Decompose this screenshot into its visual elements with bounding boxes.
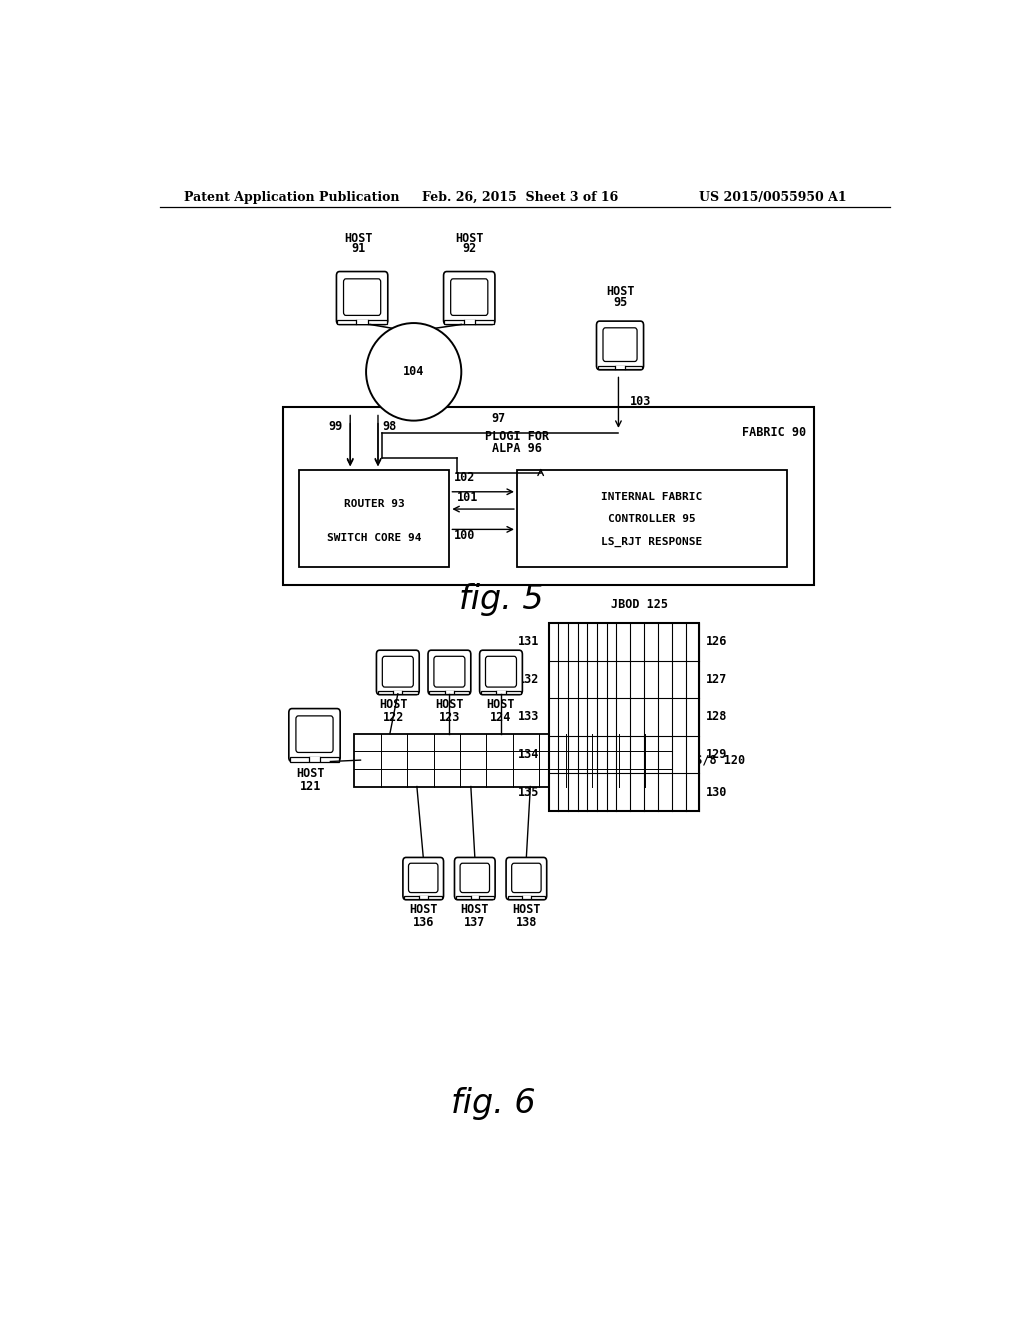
FancyBboxPatch shape [402,858,443,900]
Text: SWITCH CORE 94: SWITCH CORE 94 [327,533,421,543]
Text: 99: 99 [329,420,343,433]
Bar [464,321,475,323]
FancyBboxPatch shape [512,863,541,892]
Text: 97: 97 [492,412,505,425]
Text: 133: 133 [518,710,539,723]
Text: ROUTER 93: ROUTER 93 [344,499,404,510]
Bar [283,408,814,585]
Text: 121: 121 [300,780,322,793]
FancyBboxPatch shape [443,272,495,325]
Text: LS_RJT RESPONSE: LS_RJT RESPONSE [601,537,702,546]
Bar [444,690,454,693]
Bar [481,690,521,694]
Text: 131: 131 [518,635,539,648]
Text: 134: 134 [518,748,539,762]
Text: 126: 126 [706,635,727,648]
Bar [290,758,339,762]
Text: US 2015/0055950 A1: US 2015/0055950 A1 [699,190,847,203]
FancyBboxPatch shape [479,651,522,694]
Text: JBOD 125: JBOD 125 [611,598,669,611]
FancyBboxPatch shape [434,656,465,688]
Text: 91: 91 [351,242,366,255]
Bar [598,366,642,370]
FancyBboxPatch shape [337,272,388,325]
Text: 124: 124 [490,711,512,725]
Text: 132: 132 [518,673,539,686]
Bar [517,470,786,568]
Text: HOST: HOST [409,903,437,916]
Text: HOST: HOST [486,698,515,711]
Text: INTERNAL FABRIC: INTERNAL FABRIC [601,492,702,503]
FancyBboxPatch shape [506,858,547,900]
FancyBboxPatch shape [485,656,516,688]
Bar [419,896,427,899]
Bar [404,896,442,899]
Text: 127: 127 [706,673,727,686]
FancyBboxPatch shape [597,321,643,370]
Text: 101: 101 [458,491,478,504]
Text: ALPA 96: ALPA 96 [492,442,542,454]
Text: HOST: HOST [344,232,373,244]
Text: HOST: HOST [455,232,483,244]
Bar [299,470,450,568]
Bar [522,896,530,899]
Text: HOST: HOST [435,698,464,711]
Text: 95: 95 [613,296,627,309]
Bar [356,321,368,323]
Ellipse shape [367,323,461,421]
Bar [354,734,672,787]
Text: fig. 5: fig. 5 [459,583,544,616]
Text: PLOGI FOR: PLOGI FOR [484,430,549,444]
Text: 136: 136 [413,916,434,929]
Text: CONTROLLER 95: CONTROLLER 95 [608,513,695,524]
Text: 123: 123 [438,711,460,725]
Text: 135: 135 [518,785,539,799]
Text: FABRIC 90: FABRIC 90 [742,426,807,438]
Text: 138: 138 [516,916,537,929]
Text: Patent Application Publication: Patent Application Publication [183,190,399,203]
Text: Feb. 26, 2015  Sheet 3 of 16: Feb. 26, 2015 Sheet 3 of 16 [422,190,617,203]
FancyBboxPatch shape [460,863,489,892]
Bar [444,321,494,325]
Text: HOST: HOST [296,767,325,780]
FancyBboxPatch shape [382,656,414,688]
Text: 98: 98 [383,420,397,433]
FancyBboxPatch shape [603,327,637,362]
Text: 129: 129 [706,748,727,762]
FancyBboxPatch shape [289,709,340,762]
Bar [337,321,387,325]
Bar [429,690,469,694]
Text: HOST: HOST [606,285,634,297]
FancyBboxPatch shape [409,863,438,892]
Bar [549,623,699,810]
Bar [615,366,625,370]
FancyBboxPatch shape [451,279,487,315]
Text: 102: 102 [454,471,475,483]
Text: 122: 122 [383,711,404,725]
Bar [393,690,402,693]
Bar [309,758,321,762]
FancyBboxPatch shape [377,651,419,694]
Text: fig. 6: fig. 6 [451,1088,536,1121]
Text: HOST: HOST [461,903,489,916]
Text: 130: 130 [706,785,727,799]
Text: HOST: HOST [380,698,409,711]
Text: 104: 104 [403,366,424,379]
Bar [456,896,494,899]
FancyBboxPatch shape [296,715,333,752]
Text: 137: 137 [464,916,485,929]
Text: 103: 103 [631,395,651,408]
Bar [508,896,545,899]
FancyBboxPatch shape [455,858,496,900]
Text: AGS/8 120: AGS/8 120 [681,754,745,767]
Text: 100: 100 [454,528,475,541]
Bar [470,896,479,899]
Bar [497,690,506,693]
Text: HOST: HOST [512,903,541,916]
FancyBboxPatch shape [343,279,381,315]
Bar [378,690,418,694]
Text: 128: 128 [706,710,727,723]
Text: 92: 92 [462,242,476,255]
FancyBboxPatch shape [428,651,471,694]
